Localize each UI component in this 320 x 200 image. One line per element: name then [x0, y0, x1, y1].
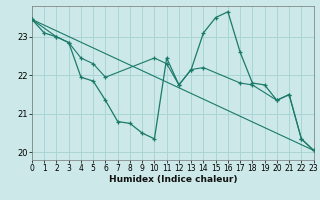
X-axis label: Humidex (Indice chaleur): Humidex (Indice chaleur): [108, 175, 237, 184]
